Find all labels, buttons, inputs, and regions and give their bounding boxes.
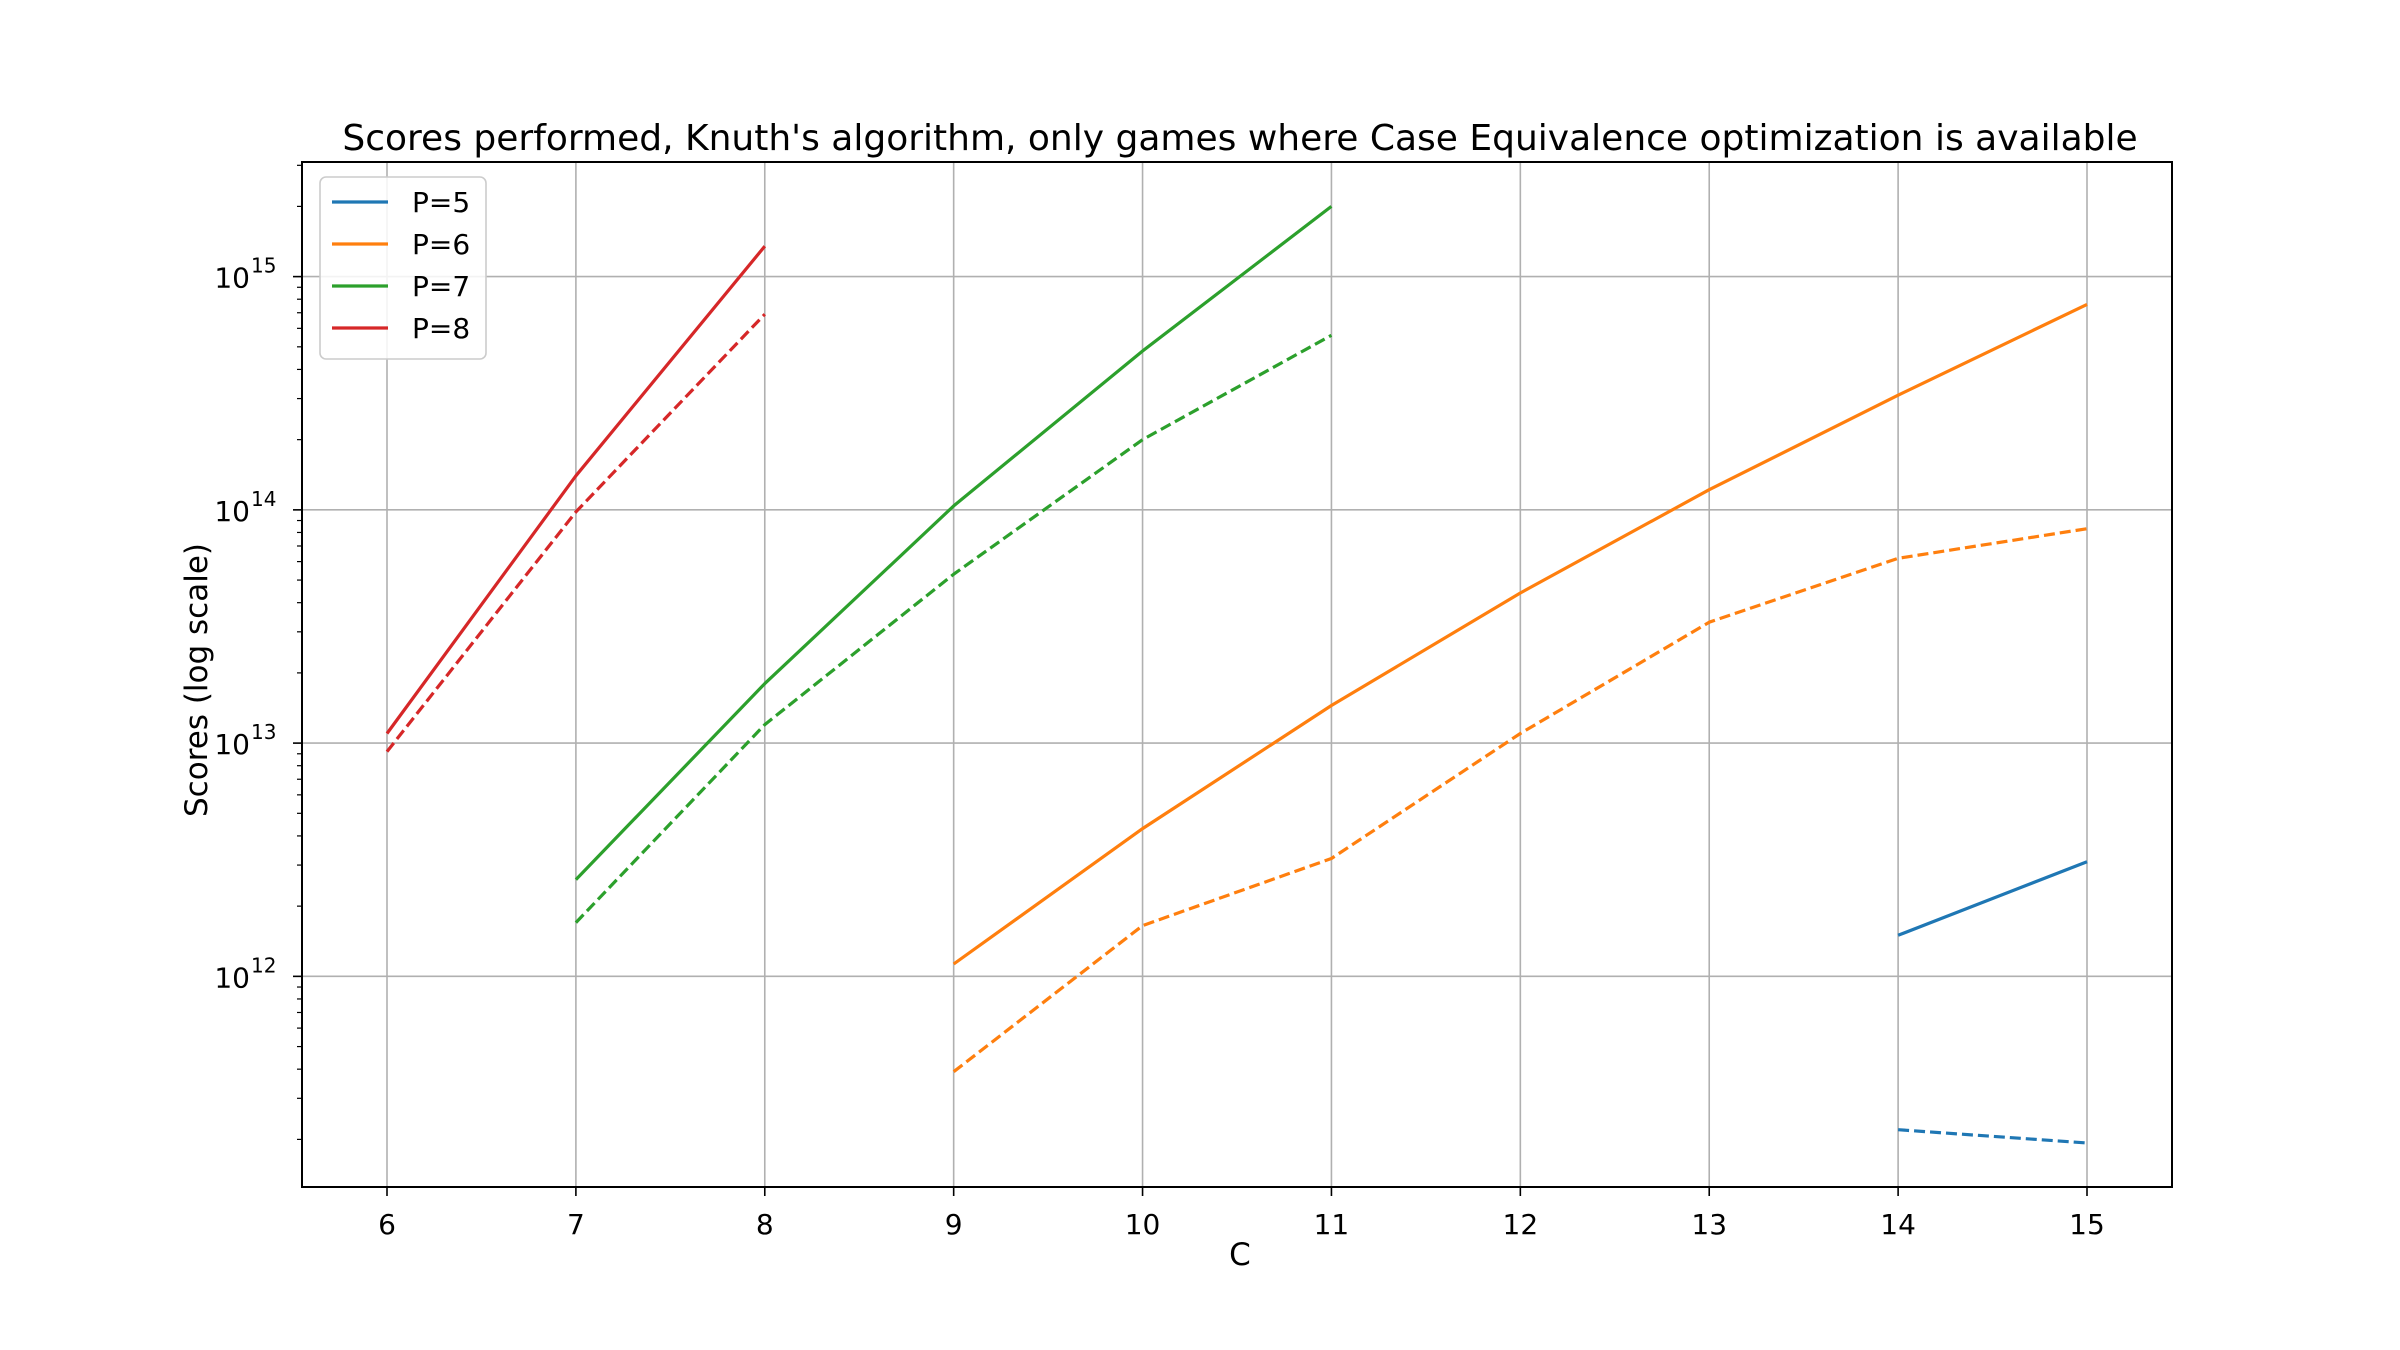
series-layer (385, 205, 2088, 1145)
legend-label: P=7 (412, 270, 470, 303)
x-tick-label: 6 (378, 1208, 396, 1241)
dashed-series-line (1897, 1128, 2088, 1145)
x-axis-label: C (1229, 1237, 1251, 1273)
dashed-series-line (574, 333, 1333, 924)
series-line (385, 245, 767, 735)
legend: P=5 P=6 P=7 P=8 (319, 176, 487, 360)
x-tick-label: 15 (2069, 1208, 2105, 1241)
series-line (952, 302, 2088, 966)
x-tick-label: 14 (1880, 1208, 1916, 1241)
y-tick-exponent: 15 (251, 254, 276, 278)
x-tick-label: 8 (756, 1208, 774, 1241)
x-tick-label: 9 (945, 1208, 963, 1241)
dashed-series-line (385, 313, 766, 753)
y-axis-minor-ticks (297, 164, 302, 1140)
grid-lines (302, 162, 2172, 1187)
x-tick-label: 13 (1691, 1208, 1727, 1241)
y-tick-exponent: 12 (251, 953, 276, 977)
y-tick-exponent: 14 (251, 487, 276, 511)
x-tick-label: 11 (1314, 1208, 1350, 1241)
y-tick-exponent: 13 (251, 720, 276, 744)
y-axis-label: Scores (log scale) (179, 543, 215, 817)
x-tick-label: 10 (1125, 1208, 1161, 1241)
x-tick-label: 12 (1503, 1208, 1539, 1241)
y-tick-base: 10 (214, 262, 250, 295)
y-tick-label: 10 (214, 262, 250, 295)
y-tick-base: 10 (214, 728, 250, 761)
series-line (1897, 860, 2088, 937)
chart-title: Scores performed, Knuth's algorithm, onl… (342, 118, 2137, 159)
y-tick-base: 10 (214, 495, 250, 528)
y-tick-label: 10 (214, 728, 250, 761)
series-line (574, 205, 1333, 881)
dashed-series-line (952, 527, 2088, 1073)
legend-label: P=5 (412, 186, 470, 219)
y-tick-label: 10 (214, 495, 250, 528)
x-axis-ticks: 6 7 8 9 10 11 12 13 14 15 (378, 1187, 2105, 1241)
y-tick-label: 10 (214, 961, 250, 994)
legend-label: P=6 (412, 228, 470, 261)
y-tick-base: 10 (214, 961, 250, 994)
legend-box (319, 176, 487, 360)
legend-label: P=8 (412, 312, 470, 345)
x-tick-label: 7 (567, 1208, 585, 1241)
plot-frame (301, 161, 2173, 1188)
